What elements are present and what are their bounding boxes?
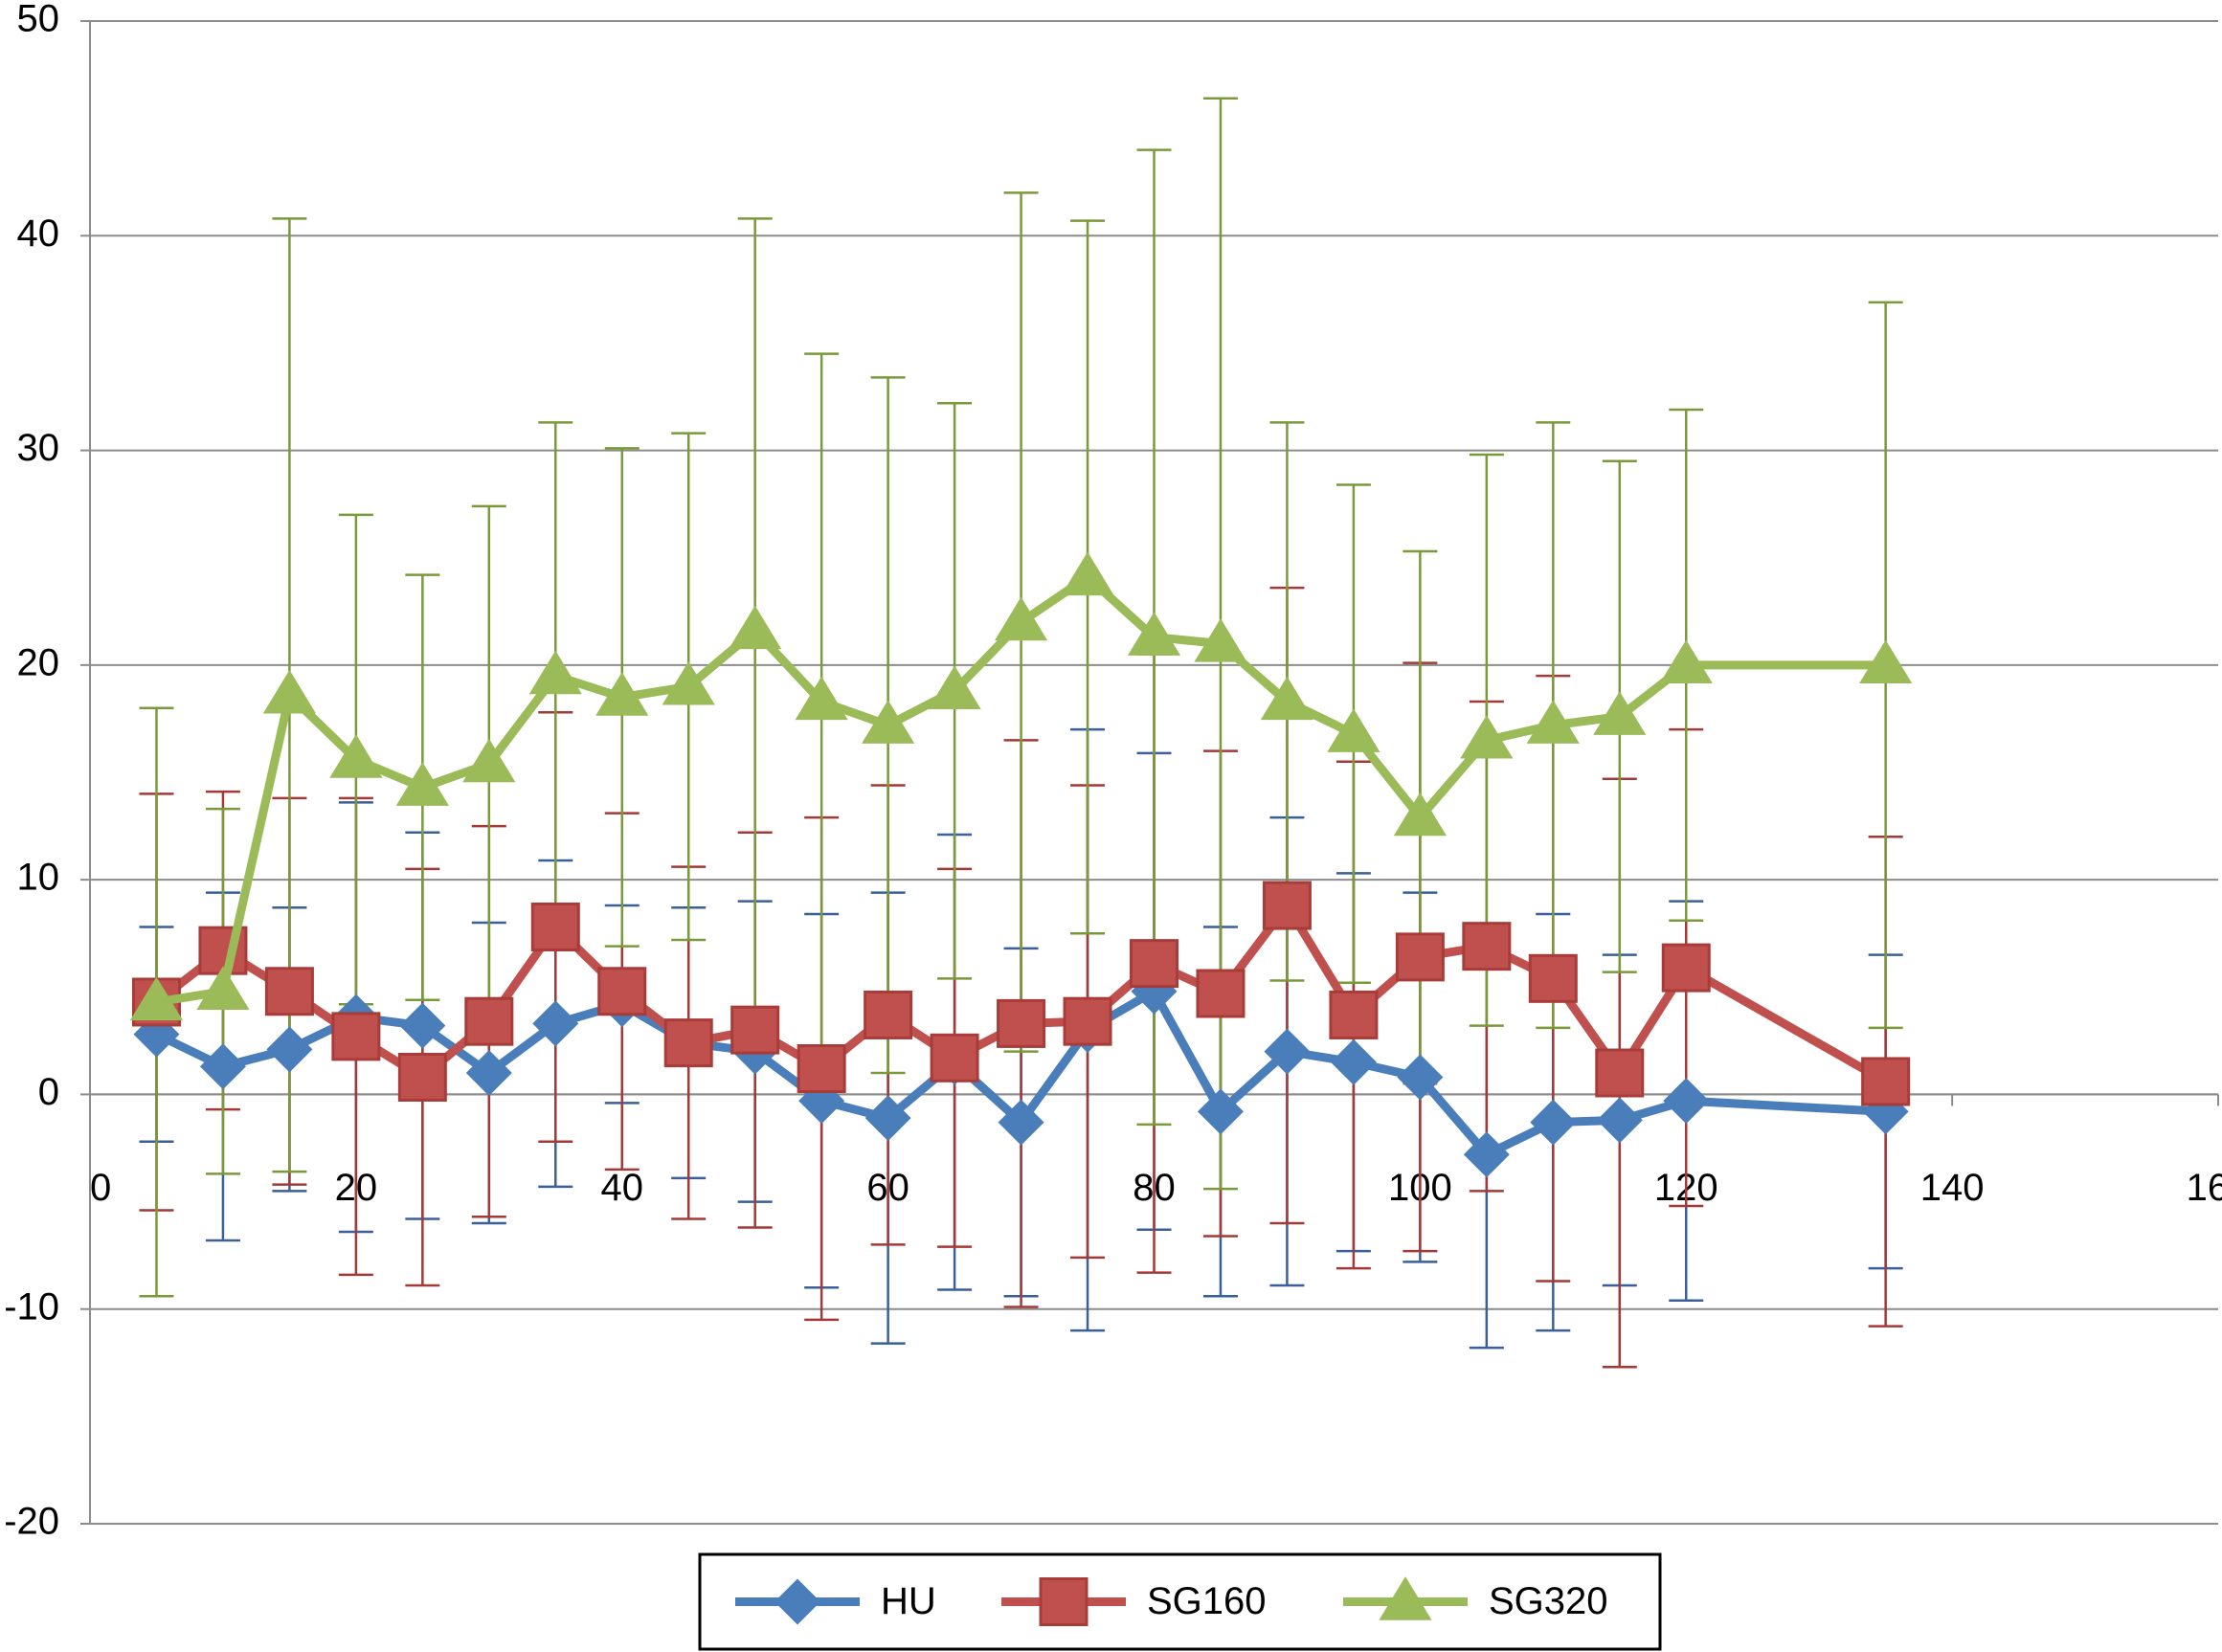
marker <box>129 976 184 1021</box>
y-tick-label: -10 <box>4 1285 59 1328</box>
axes: -20-1001020304050020406080100120140160 <box>4 0 2222 1543</box>
marker <box>663 1018 713 1068</box>
marker <box>465 1050 512 1096</box>
lines <box>129 551 1913 1178</box>
x-tick-label: 160 <box>2187 1167 2222 1209</box>
marker <box>264 967 314 1016</box>
marker <box>928 665 981 709</box>
marker <box>331 1012 381 1061</box>
marker <box>462 738 516 783</box>
marker <box>530 902 580 951</box>
x-tick-label: 140 <box>1920 1167 1985 1209</box>
marker <box>1528 953 1578 1003</box>
marker <box>1395 932 1445 982</box>
marker <box>862 700 915 744</box>
marker <box>1260 676 1314 721</box>
marker <box>997 998 1046 1048</box>
marker <box>1462 922 1512 971</box>
marker <box>1530 1099 1577 1146</box>
marker <box>1661 943 1711 993</box>
legend: HU SG160 SG320 <box>698 1552 1662 1651</box>
marker <box>1194 618 1247 662</box>
marker <box>1264 1028 1311 1075</box>
marker <box>1039 1577 1089 1626</box>
marker <box>729 605 782 650</box>
marker <box>1127 612 1181 656</box>
x-tick-label: 40 <box>601 1167 644 1209</box>
marker <box>1593 691 1647 735</box>
marker <box>266 1026 313 1073</box>
marker <box>662 660 715 705</box>
marker <box>1061 551 1114 596</box>
marker <box>1327 708 1380 752</box>
marker <box>395 762 449 806</box>
marker <box>262 669 317 714</box>
y-tick-label: 40 <box>17 212 60 255</box>
marker <box>864 990 913 1039</box>
marker <box>1196 969 1246 1018</box>
marker <box>730 1005 780 1055</box>
marker <box>464 996 514 1046</box>
marker <box>797 1044 846 1094</box>
y-tick-label: -20 <box>4 1501 59 1543</box>
marker <box>1131 968 1178 1015</box>
marker <box>1859 639 1913 684</box>
marker <box>930 1033 979 1083</box>
marker <box>595 672 649 716</box>
marker <box>795 676 848 721</box>
marker <box>774 1578 820 1625</box>
marker <box>1659 639 1713 684</box>
y-tick-label: 10 <box>17 857 60 899</box>
legend-box <box>698 1552 1662 1651</box>
marker <box>1063 996 1112 1046</box>
marker <box>1861 1057 1911 1106</box>
marker <box>597 967 647 1016</box>
y-tick-label: 30 <box>17 427 60 469</box>
y-tick-label: 20 <box>17 641 60 683</box>
marker <box>1379 1576 1432 1620</box>
marker <box>1130 939 1178 989</box>
marker <box>1460 714 1514 759</box>
marker <box>1397 1054 1444 1101</box>
marker <box>1663 1078 1710 1125</box>
y-tick-label: 0 <box>38 1071 59 1113</box>
marker <box>998 1099 1044 1146</box>
marker <box>1463 1131 1510 1178</box>
marker <box>329 734 383 778</box>
marker <box>1596 1097 1643 1144</box>
marker <box>1197 1088 1244 1135</box>
marker <box>399 1002 446 1049</box>
marker <box>1329 990 1379 1039</box>
marker <box>532 1000 579 1047</box>
marker <box>1262 881 1312 930</box>
marker <box>1595 1048 1645 1098</box>
legend-label: SG320 <box>1489 1580 1608 1622</box>
legend-label: HU <box>881 1580 936 1622</box>
y-tick-label: 50 <box>17 0 60 40</box>
marker <box>397 1052 447 1102</box>
x-tick-label: 0 <box>90 1167 111 1209</box>
marker <box>196 966 250 1010</box>
marker <box>1526 700 1580 744</box>
marker <box>528 650 582 695</box>
marker <box>994 596 1048 641</box>
marker <box>1393 792 1447 837</box>
marker <box>1330 1038 1377 1085</box>
legend-label: SG160 <box>1147 1580 1267 1622</box>
marker <box>864 1095 911 1142</box>
marker <box>199 1043 246 1090</box>
